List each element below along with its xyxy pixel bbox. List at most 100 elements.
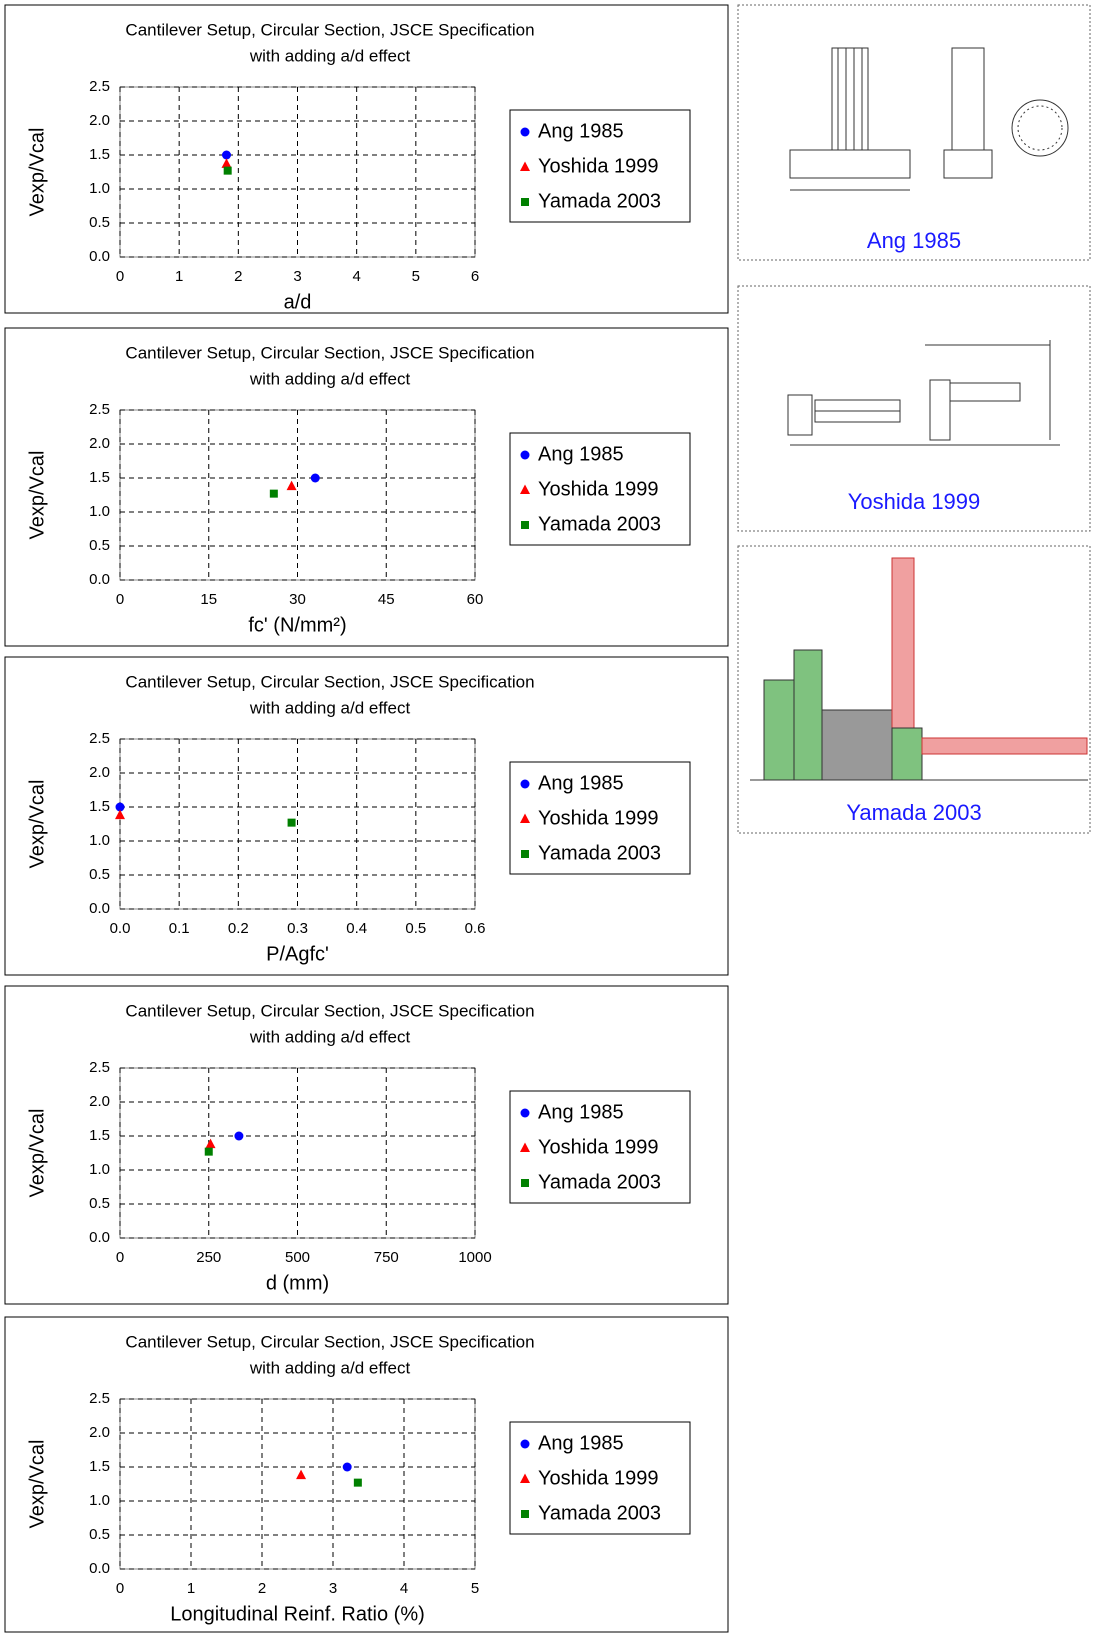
figure-yamada: Yamada 2003 bbox=[738, 546, 1090, 833]
y-tick-label: 1.5 bbox=[89, 469, 110, 486]
chart: Cantilever Setup, Circular Section, JSCE… bbox=[5, 328, 728, 646]
figure-frame bbox=[738, 5, 1090, 260]
legend-label: Yoshida 1999 bbox=[538, 1136, 659, 1158]
x-tick-label: 15 bbox=[200, 591, 217, 608]
x-tick-label: 4 bbox=[352, 268, 360, 285]
legend-marker bbox=[521, 128, 530, 137]
data-point bbox=[343, 1463, 352, 1472]
data-point bbox=[311, 474, 320, 483]
y-tick-label: 2.5 bbox=[89, 401, 110, 418]
chart-subtitle: with adding a/d effect bbox=[249, 369, 411, 388]
figure-caption: Yamada 2003 bbox=[846, 800, 981, 825]
y-tick-label: 1.5 bbox=[89, 146, 110, 163]
x-tick-label: 0.4 bbox=[346, 920, 367, 937]
x-tick-label: 2 bbox=[234, 268, 242, 285]
legend-label: Yoshida 1999 bbox=[538, 478, 659, 500]
x-axis-label: P/Agfc' bbox=[266, 943, 329, 965]
y-axis-label: Vexp/Vcal bbox=[26, 1109, 48, 1198]
y-axis-label: Vexp/Vcal bbox=[26, 1440, 48, 1529]
legend-marker bbox=[521, 198, 529, 206]
y-tick-label: 1.5 bbox=[89, 1127, 110, 1144]
y-tick-label: 0.5 bbox=[89, 1195, 110, 1212]
x-tick-label: 0 bbox=[116, 268, 124, 285]
chart: Cantilever Setup, Circular Section, JSCE… bbox=[5, 1317, 728, 1632]
y-tick-label: 2.0 bbox=[89, 435, 110, 452]
legend-label: Ang 1985 bbox=[538, 772, 624, 794]
y-axis-label: Vexp/Vcal bbox=[26, 780, 48, 869]
legend-label: Ang 1985 bbox=[538, 1101, 624, 1123]
legend-label: Yamada 2003 bbox=[538, 842, 661, 864]
chart-subtitle: with adding a/d effect bbox=[249, 1358, 411, 1377]
x-tick-label: 0.3 bbox=[287, 920, 308, 937]
x-axis-label: a/d bbox=[284, 291, 312, 313]
x-tick-label: 45 bbox=[378, 591, 395, 608]
legend-marker bbox=[521, 521, 529, 529]
chart: Cantilever Setup, Circular Section, JSCE… bbox=[5, 5, 728, 313]
data-point bbox=[234, 1132, 243, 1141]
chart-title: Cantilever Setup, Circular Section, JSCE… bbox=[125, 672, 534, 691]
data-point bbox=[224, 167, 232, 175]
x-tick-label: 60 bbox=[467, 591, 484, 608]
legend-marker bbox=[521, 850, 529, 858]
y-axis-label: Vexp/Vcal bbox=[26, 128, 48, 217]
legend-label: Ang 1985 bbox=[538, 120, 624, 142]
legend-marker bbox=[521, 1510, 529, 1518]
legend-marker bbox=[521, 1440, 530, 1449]
y-tick-label: 1.0 bbox=[89, 832, 110, 849]
figure-caption: Yoshida 1999 bbox=[848, 489, 981, 514]
y-tick-label: 0.0 bbox=[89, 248, 110, 265]
legend-label: Yoshida 1999 bbox=[538, 1467, 659, 1489]
chart-subtitle: with adding a/d effect bbox=[249, 46, 411, 65]
legend-label: Yamada 2003 bbox=[538, 1171, 661, 1193]
data-point bbox=[270, 490, 278, 498]
legend-marker bbox=[521, 1179, 529, 1187]
y-tick-label: 1.0 bbox=[89, 180, 110, 197]
legend-label: Yamada 2003 bbox=[538, 513, 661, 535]
x-tick-label: 0 bbox=[116, 1249, 124, 1266]
x-tick-label: 1000 bbox=[458, 1249, 491, 1266]
x-tick-label: 1 bbox=[175, 268, 183, 285]
y-tick-label: 2.0 bbox=[89, 1424, 110, 1441]
y-tick-label: 1.0 bbox=[89, 503, 110, 520]
x-tick-label: 5 bbox=[412, 268, 420, 285]
y-tick-label: 1.5 bbox=[89, 798, 110, 815]
y-tick-label: 0.5 bbox=[89, 214, 110, 231]
x-tick-label: 4 bbox=[400, 1580, 408, 1597]
x-tick-label: 1 bbox=[187, 1580, 195, 1597]
y-tick-label: 0.0 bbox=[89, 1560, 110, 1577]
x-tick-label: 6 bbox=[471, 268, 479, 285]
y-tick-label: 1.0 bbox=[89, 1161, 110, 1178]
x-tick-label: 0.5 bbox=[405, 920, 426, 937]
legend-label: Yoshida 1999 bbox=[538, 155, 659, 177]
chart-title: Cantilever Setup, Circular Section, JSCE… bbox=[125, 20, 534, 39]
y-tick-label: 1.5 bbox=[89, 1458, 110, 1475]
y-tick-label: 2.0 bbox=[89, 112, 110, 129]
x-tick-label: 750 bbox=[374, 1249, 399, 1266]
y-tick-label: 2.5 bbox=[89, 1059, 110, 1076]
x-tick-label: 0.6 bbox=[465, 920, 486, 937]
legend-label: Ang 1985 bbox=[538, 1432, 624, 1454]
y-tick-label: 0.5 bbox=[89, 866, 110, 883]
x-tick-label: 3 bbox=[329, 1580, 337, 1597]
plot-area bbox=[120, 1399, 475, 1569]
x-tick-label: 3 bbox=[293, 268, 301, 285]
chart: Cantilever Setup, Circular Section, JSCE… bbox=[5, 657, 728, 975]
legend-marker bbox=[521, 1109, 530, 1118]
chart: Cantilever Setup, Circular Section, JSCE… bbox=[5, 986, 728, 1304]
legend-label: Ang 1985 bbox=[538, 443, 624, 465]
y-tick-label: 1.0 bbox=[89, 1492, 110, 1509]
chart-title: Cantilever Setup, Circular Section, JSCE… bbox=[125, 1332, 534, 1351]
page-canvas: Ang 1985 Yoshida 1999 Yamada 2003 Cantil… bbox=[0, 0, 1093, 1637]
data-point bbox=[205, 1148, 213, 1156]
y-tick-label: 0.0 bbox=[89, 900, 110, 917]
x-tick-label: 0.1 bbox=[169, 920, 190, 937]
chart-subtitle: with adding a/d effect bbox=[249, 1027, 411, 1046]
chart-title: Cantilever Setup, Circular Section, JSCE… bbox=[125, 1001, 534, 1020]
x-tick-label: 2 bbox=[258, 1580, 266, 1597]
figure-caption: Ang 1985 bbox=[867, 228, 961, 253]
y-tick-label: 0.5 bbox=[89, 1526, 110, 1543]
chart-title: Cantilever Setup, Circular Section, JSCE… bbox=[125, 343, 534, 362]
page: Ang 1985 Yoshida 1999 Yamada 2003 Cantil… bbox=[0, 0, 1093, 1642]
data-point bbox=[222, 151, 231, 160]
x-axis-label: fc' (N/mm²) bbox=[248, 614, 346, 636]
